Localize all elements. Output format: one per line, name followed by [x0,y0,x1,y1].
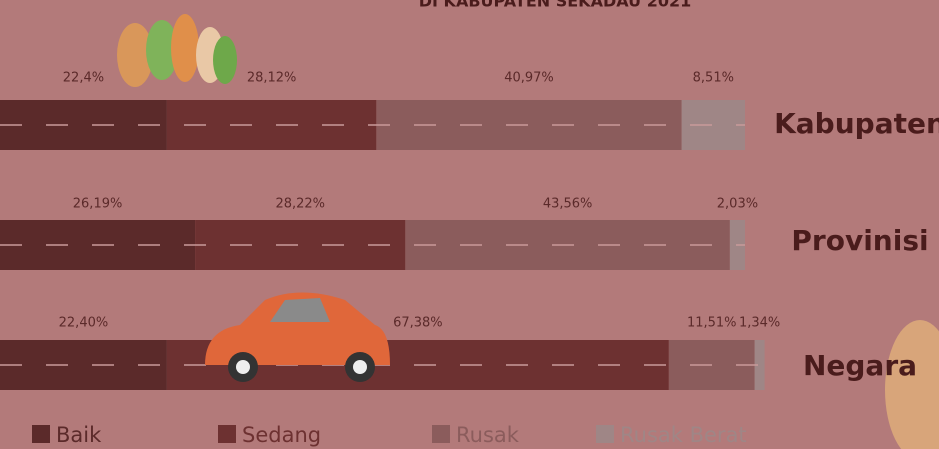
legend-label: Baik [56,423,102,447]
legend-swatch [218,425,236,443]
legend-label: Rusak Berat [620,423,747,447]
legend-swatch [32,425,50,443]
legend-label: Sedang [242,423,321,447]
value-label: 22,4% [63,71,104,86]
value-label: 8,51% [693,71,734,86]
value-label: 43,56% [543,197,593,212]
value-label: 26,19% [73,197,123,212]
value-label: 22,40% [59,316,109,331]
category-label: Negara [803,349,917,382]
category-label: Provinisi [791,224,928,257]
value-label: 28,22% [275,197,325,212]
legend-swatch [596,425,614,443]
legend-swatch [432,425,450,443]
value-label: 40,97% [504,71,554,86]
chart-title: DI KABUPATEN SEKADAU 2021 [419,0,691,11]
category-label: Kabupaten [774,107,939,140]
chart: DI KABUPATEN SEKADAU 2021 22,4% 28,12% 40,… [0,0,939,449]
value-label: 11,51% [687,316,737,331]
value-label: 28,12% [247,71,297,86]
legend-label: Rusak [456,423,520,447]
value-label: 1,34% [739,316,780,331]
value-label: 2,03% [717,197,758,212]
value-label: 67,38% [393,316,443,331]
